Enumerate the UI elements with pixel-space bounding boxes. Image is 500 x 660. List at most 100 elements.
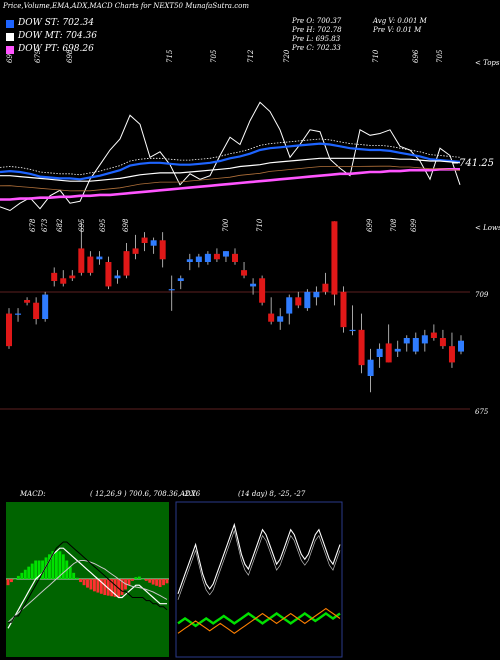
macd-histogram-bar [48, 554, 51, 579]
candle-body [60, 278, 67, 284]
top-label: 710 [372, 49, 380, 63]
top-label: 679 [34, 49, 42, 63]
candle-body [213, 253, 220, 260]
ema-series [0, 138, 461, 201]
low-label: 678 [29, 218, 37, 232]
ema-line-dow-mt [0, 157, 461, 182]
legend-swatch-pt [6, 46, 14, 54]
candle-body [322, 283, 329, 292]
top-label: 712 [247, 49, 255, 63]
candle-body [349, 329, 356, 332]
legend-swatch-st [6, 20, 14, 28]
candle-body [304, 291, 311, 309]
candle-body [376, 348, 383, 357]
low-label: 695 [99, 218, 107, 232]
macd-histogram-bar [151, 579, 155, 585]
macd-histogram-bar [113, 579, 117, 597]
macd-histogram-bar [130, 579, 134, 581]
macd-histogram-bar [137, 576, 141, 579]
adx-lines [177, 522, 341, 634]
macd-histogram-bar [144, 579, 148, 581]
macd-histogram-bar [82, 579, 86, 586]
macd-histogram-bar [134, 577, 138, 579]
chart-header-title: Price,Volume,EMA,ADX,MACD Charts for NEX… [3, 2, 249, 10]
macd-histogram-bar [148, 579, 152, 583]
ema-top-labels: 690 679 698 715 705 712 720 710 696 705 [6, 49, 444, 63]
macd-histogram-bar [127, 579, 131, 586]
macd-histogram-bar [23, 569, 27, 579]
candle-body [132, 248, 139, 254]
macd-histogram-bar [165, 579, 169, 584]
price-panel: 709 675 < Lows 678 673 682 695 695 698 700 710 6… [0, 218, 500, 416]
candle-body [439, 338, 446, 347]
low-label: 699 [366, 218, 374, 232]
macd-lines [7, 541, 168, 629]
top-label: 720 [283, 49, 291, 63]
macd-histogram-bar [86, 579, 89, 588]
macd-histogram-bar [79, 579, 83, 583]
legend-label-mt: DOW MT: 704.36 [18, 31, 97, 41]
macd-histogram-bar [61, 554, 65, 579]
ema-panel: 690 679 698 715 705 712 720 710 696 705 < Tops 74… [0, 49, 500, 212]
candle-body [150, 240, 157, 246]
candle-body [42, 294, 49, 319]
candle-body [340, 291, 347, 328]
candle-body [259, 278, 266, 303]
macd-histogram-bar [30, 563, 34, 579]
macd-histogram-bar [96, 579, 100, 593]
macd-histogram-bar [13, 579, 17, 580]
candle-body [6, 313, 12, 347]
candle-body [232, 253, 238, 262]
low-labels: 678 673 682 695 695 698 700 710 699 708 699 [29, 218, 418, 232]
top-label: 698 [66, 49, 74, 63]
candle-body [96, 256, 103, 260]
macd-panel: MACD: ( 12,26,9 ) 700.6, 708.36, -2.76 [6, 490, 201, 657]
price-level-label-675: 675 [475, 408, 489, 416]
macd-line-macd-long [8, 541, 168, 623]
macd-histogram-bar [27, 566, 31, 579]
low-label: 682 [56, 218, 64, 232]
candle-body [78, 248, 85, 273]
macd-histogram-bar [10, 579, 13, 583]
candle-body [448, 346, 455, 363]
macd-histogram-bar [41, 560, 45, 579]
candle-body [168, 289, 175, 291]
candle-body [159, 240, 166, 260]
candle-body [277, 316, 284, 322]
candle-body [114, 275, 121, 279]
candle-body [367, 359, 374, 376]
adx-line-adx [177, 522, 341, 594]
candle-body [421, 335, 428, 344]
macd-histogram-bar [106, 579, 110, 596]
low-label: 700 [222, 218, 230, 232]
macd-line-macd [7, 547, 167, 629]
top-label: 696 [412, 49, 420, 63]
price-level-label-709: 709 [475, 291, 489, 299]
macd-histogram-bar [89, 579, 93, 590]
macd-histogram-bar [6, 579, 10, 586]
low-label: 699 [410, 218, 418, 232]
candle-body [331, 221, 338, 295]
adx-line-di [177, 612, 341, 628]
adx-line-di [177, 607, 341, 634]
ema-line-dow-st [0, 142, 461, 181]
legend-label-st: DOW ST: 702.34 [18, 18, 94, 28]
candle-body [204, 253, 211, 262]
ema-line-dow-pt [0, 168, 460, 201]
candle-body [195, 256, 202, 262]
macd-histogram-bar [99, 579, 103, 594]
candle-body [186, 259, 193, 262]
macd-histogram-bar [141, 579, 145, 580]
candle-body [394, 348, 401, 352]
macd-histogram-bar [44, 557, 48, 579]
top-label: 690 [6, 49, 14, 63]
pre-open: Pre O: 700.37 [292, 17, 342, 25]
candle-body [313, 291, 320, 298]
adx-panel: ADX (14 day) 8, -25, -27 [175, 490, 343, 658]
macd-histogram-bar [120, 579, 124, 596]
candle-body [241, 270, 248, 276]
avg-volume: Avg V: 0.001 M [373, 17, 427, 25]
candles [6, 221, 464, 393]
legend-label-pt: DOW PT: 698.26 [18, 44, 94, 54]
